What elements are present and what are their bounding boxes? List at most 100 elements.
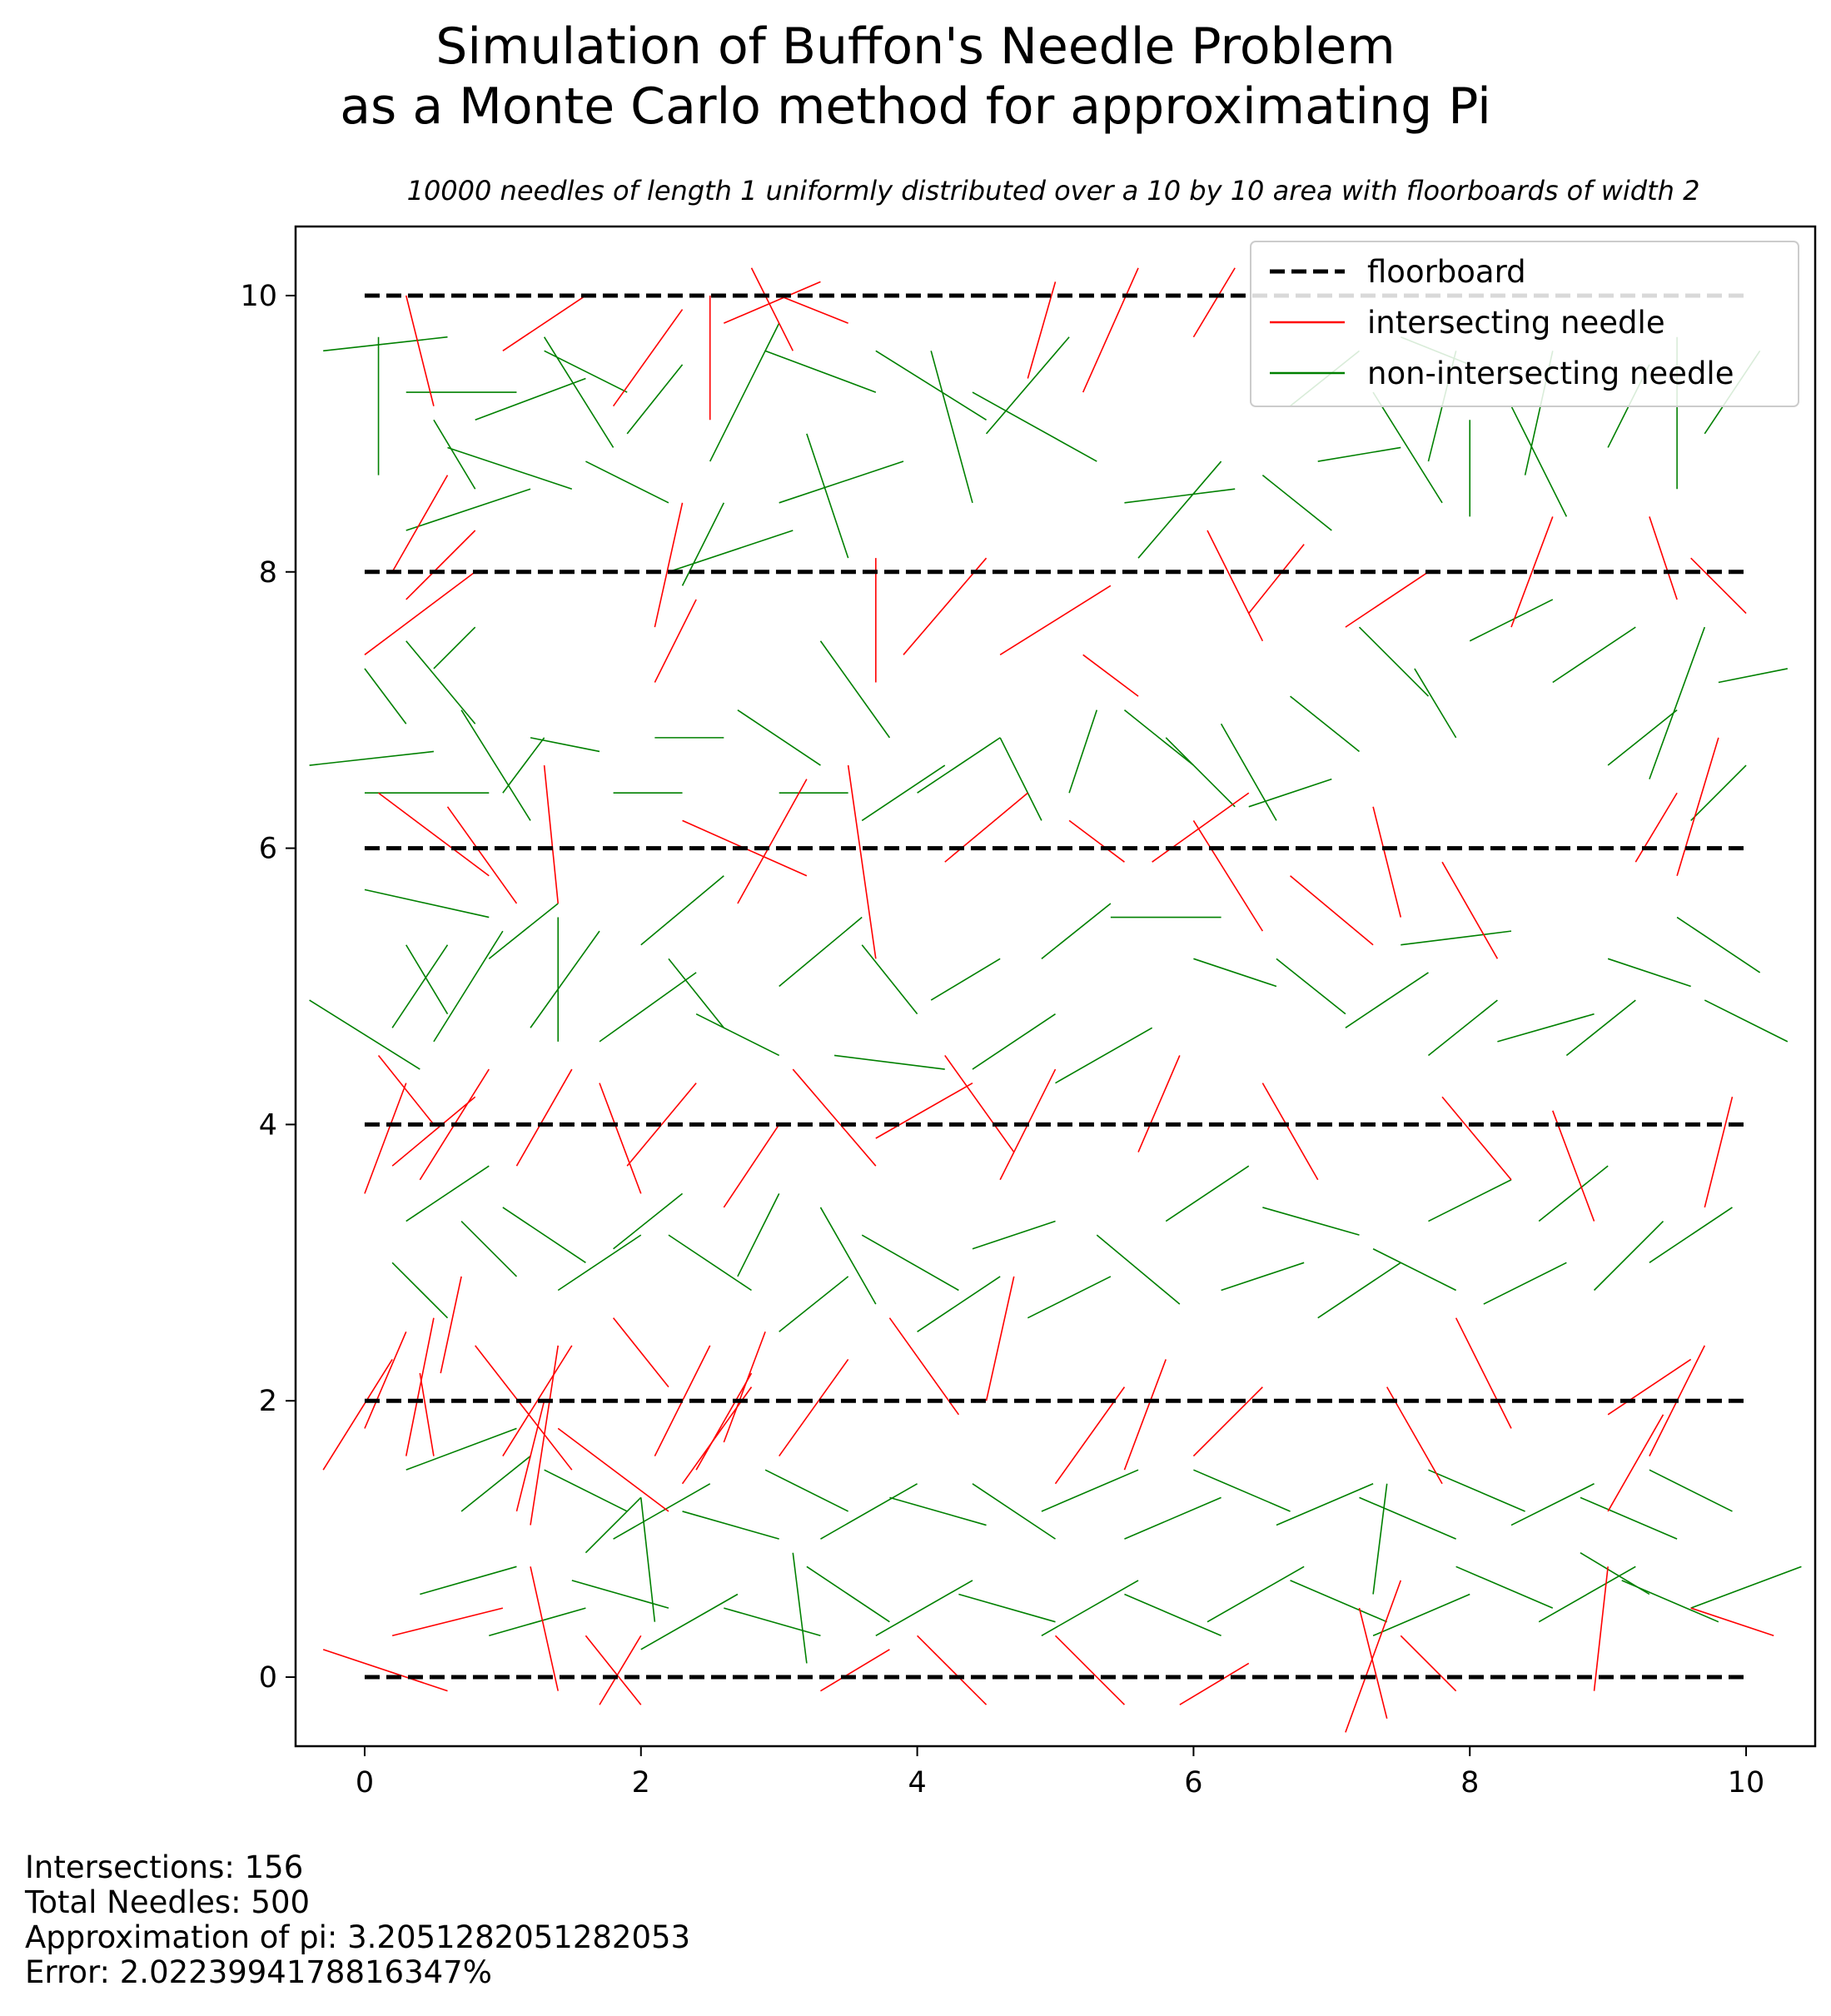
legend: floorboard intersecting needle non-inter… (1250, 241, 1799, 407)
non-intersecting-needle (640, 875, 724, 946)
intersecting-needle (1345, 1580, 1402, 1733)
non-intersecting-needle (364, 889, 490, 918)
legend-nonintersecting-label: non-intersecting needle (1367, 356, 1734, 391)
intersecting-needle (1386, 1386, 1443, 1485)
non-intersecting-needle (1041, 1580, 1139, 1636)
intersecting-needle (1455, 1317, 1512, 1429)
pi-approximation-text: Approximation of pi: 3.2051282051282053 (25, 1919, 691, 1955)
non-intersecting-needle (364, 668, 407, 724)
non-intersecting-needle (1607, 958, 1691, 988)
non-intersecting-needle (1372, 1483, 1388, 1595)
y-tick-label: 8 (259, 556, 277, 590)
non-intersecting-needle (557, 1234, 642, 1292)
intersecting-needle (530, 1345, 560, 1526)
intersecting-needle (391, 1096, 476, 1167)
non-intersecting-needle (1193, 1469, 1291, 1512)
intersecting-needle (322, 1359, 393, 1471)
y-tick-label: 4 (259, 1108, 277, 1142)
non-intersecting-needle (820, 1483, 918, 1540)
non-intersecting-needle (668, 958, 724, 1028)
intersecting-needle (419, 1372, 435, 1456)
non-intersecting-needle (406, 1165, 490, 1222)
intersecting-needle (405, 295, 435, 406)
x-tick-label: 8 (1460, 1766, 1479, 1799)
x-tick-label: 0 (356, 1766, 374, 1799)
non-intersecting-needle (1469, 599, 1554, 642)
non-intersecting-needle (433, 626, 476, 670)
intersecting-needle (364, 571, 476, 655)
non-intersecting-needle (420, 1566, 517, 1595)
intersecting-needle (1649, 516, 1678, 600)
non-intersecting-needle (460, 1220, 518, 1277)
non-intersecting-needle (406, 944, 449, 1015)
non-intersecting-needle (833, 1054, 945, 1070)
non-intersecting-needle (1649, 1207, 1733, 1263)
x-tick-label: 2 (632, 1766, 650, 1799)
error-text: Error: 2.0223994178816347% (25, 1954, 492, 1990)
intersecting-needle (440, 1276, 462, 1374)
x-tick-label: 4 (908, 1766, 926, 1799)
intersecting-needle (1027, 281, 1057, 379)
non-intersecting-needle (1276, 1483, 1374, 1526)
intersecting-needle (1207, 530, 1264, 642)
non-intersecting-needle (1096, 1234, 1181, 1305)
non-intersecting-needle (1565, 999, 1636, 1057)
non-intersecting-needle (806, 1566, 890, 1623)
intersecting-needle (391, 1607, 504, 1637)
non-intersecting-needle (613, 1483, 711, 1540)
intersecting-needle (1192, 1386, 1263, 1457)
non-intersecting-needle (406, 640, 476, 724)
non-intersecting-needle (530, 737, 600, 753)
intersecting-needle (1345, 571, 1429, 628)
non-intersecting-needle (1704, 999, 1789, 1043)
intersecting-needle (1607, 1414, 1664, 1512)
non-intersecting-needle (1427, 999, 1498, 1057)
non-intersecting-needle (1193, 958, 1277, 988)
non-intersecting-needle (1358, 626, 1430, 697)
intersecting-needle (917, 1635, 988, 1705)
non-intersecting-needle (779, 1276, 849, 1332)
non-intersecting-needle (917, 737, 1001, 794)
intersecting-needle (1358, 1607, 1388, 1720)
intersecting-needle (1068, 819, 1125, 863)
intersecting-needle (1400, 1635, 1457, 1692)
non-intersecting-needle (391, 944, 449, 1028)
intersecting-needle (502, 1345, 573, 1457)
legend-floorboard-label: floorboard (1367, 254, 1526, 290)
non-intersecting-needle (764, 350, 877, 393)
non-intersecting-needle (875, 1580, 973, 1636)
non-intersecting-needle (930, 351, 973, 504)
intersecting-needle (779, 1358, 849, 1457)
intersecting-needle (1552, 1110, 1595, 1222)
intersecting-needle (903, 557, 988, 655)
non-intersecting-needle (543, 336, 614, 448)
non-intersecting-needle (1248, 778, 1332, 808)
intersecting-needle (1676, 737, 1719, 877)
non-intersecting-needle (1027, 1276, 1112, 1319)
intersecting-needle (1607, 1358, 1692, 1416)
intersecting-needle (515, 1068, 573, 1167)
intersecting-needle (723, 1331, 766, 1443)
chart-title: Simulation of Buffon's Needle Problem as… (0, 17, 1831, 137)
intersecting-needle (944, 792, 1028, 863)
non-intersecting-needle (460, 709, 531, 821)
intersecting-needle (377, 1054, 435, 1125)
non-intersecting-needle (599, 972, 697, 1043)
total-needles-text: Total Needles: 500 (25, 1884, 311, 1920)
intersecting-needle (364, 1083, 407, 1194)
x-tick-label: 6 (1184, 1766, 1202, 1799)
intersecting-needle (475, 1345, 573, 1471)
non-intersecting-needle (585, 1496, 642, 1554)
intersecting-needle (654, 599, 697, 683)
non-intersecting-needle (391, 1262, 449, 1319)
intersecting-needle (1704, 1097, 1734, 1208)
intersecting-needle (612, 309, 684, 407)
non-intersecting-needle (889, 1496, 987, 1526)
intersecting-needle (599, 1635, 642, 1705)
intersecting-needle (1192, 819, 1264, 932)
intersecting-needle (847, 764, 877, 959)
intersecting-needle (1593, 1566, 1609, 1691)
non-intersecting-needle (1372, 391, 1443, 504)
intersecting-needle (322, 1649, 448, 1692)
intersecting-needle (1634, 792, 1678, 863)
